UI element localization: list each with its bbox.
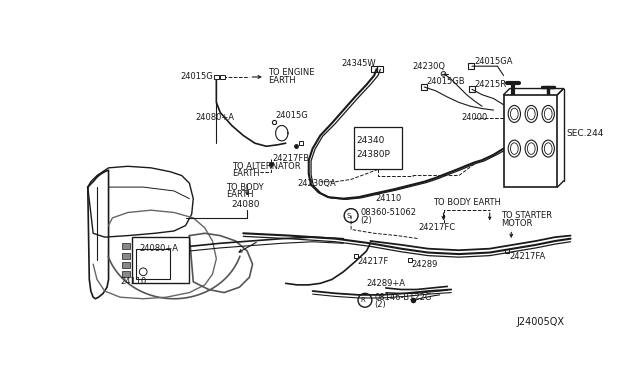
- Text: (2): (2): [360, 216, 372, 225]
- Text: S: S: [347, 212, 351, 219]
- Text: TO STARTER: TO STARTER: [501, 211, 552, 220]
- Text: 24000: 24000: [461, 113, 488, 122]
- Bar: [122, 243, 130, 250]
- Text: 24110: 24110: [376, 194, 402, 203]
- Text: 24015GA: 24015GA: [474, 57, 513, 66]
- Bar: [354, 127, 402, 169]
- Bar: [132, 237, 189, 283]
- Text: MOTOR: MOTOR: [501, 219, 532, 228]
- Text: EARTH: EARTH: [232, 169, 259, 178]
- Text: 24340: 24340: [356, 137, 385, 145]
- Text: EARTH: EARTH: [227, 190, 254, 199]
- Text: 24015G: 24015G: [180, 73, 213, 81]
- Text: 08360-51062: 08360-51062: [360, 208, 417, 217]
- Text: TO BODY EARTH: TO BODY EARTH: [433, 198, 501, 207]
- Text: 24215R: 24215R: [474, 80, 506, 89]
- Text: 24217FB: 24217FB: [273, 154, 310, 163]
- Text: 24380P: 24380P: [356, 150, 390, 159]
- Text: 24230QA: 24230QA: [297, 179, 336, 188]
- Text: TO ENGINE: TO ENGINE: [268, 68, 314, 77]
- Bar: [214, 75, 219, 79]
- Text: 24015G: 24015G: [276, 111, 308, 120]
- Text: 24230Q: 24230Q: [413, 62, 445, 71]
- Text: (2): (2): [374, 301, 386, 310]
- Text: 24217FC: 24217FC: [419, 224, 456, 232]
- Text: 24015GB: 24015GB: [427, 77, 465, 86]
- Bar: [122, 262, 130, 268]
- Bar: [122, 271, 130, 277]
- Text: 08146-B122G: 08146-B122G: [374, 293, 431, 302]
- Text: SEC.244: SEC.244: [566, 129, 604, 138]
- Bar: [504, 95, 557, 187]
- Text: 24080+A: 24080+A: [140, 244, 179, 253]
- Text: 24289+A: 24289+A: [367, 279, 406, 288]
- Text: 24080: 24080: [232, 200, 260, 209]
- Text: 24217F: 24217F: [357, 257, 388, 266]
- Bar: [220, 75, 225, 79]
- Text: TO BODY: TO BODY: [227, 183, 264, 192]
- Text: EARTH: EARTH: [268, 76, 296, 84]
- Text: R: R: [360, 297, 365, 303]
- Text: 24217FA: 24217FA: [509, 252, 545, 261]
- Text: TO ALTERNATOR: TO ALTERNATOR: [232, 162, 300, 171]
- Text: 24289: 24289: [411, 260, 438, 269]
- Bar: [122, 253, 130, 259]
- Text: 24345W: 24345W: [342, 60, 376, 68]
- Text: J24005QX: J24005QX: [516, 317, 564, 327]
- Bar: [136, 249, 170, 279]
- Text: 24110: 24110: [120, 277, 147, 286]
- Text: 24080+A: 24080+A: [196, 113, 235, 122]
